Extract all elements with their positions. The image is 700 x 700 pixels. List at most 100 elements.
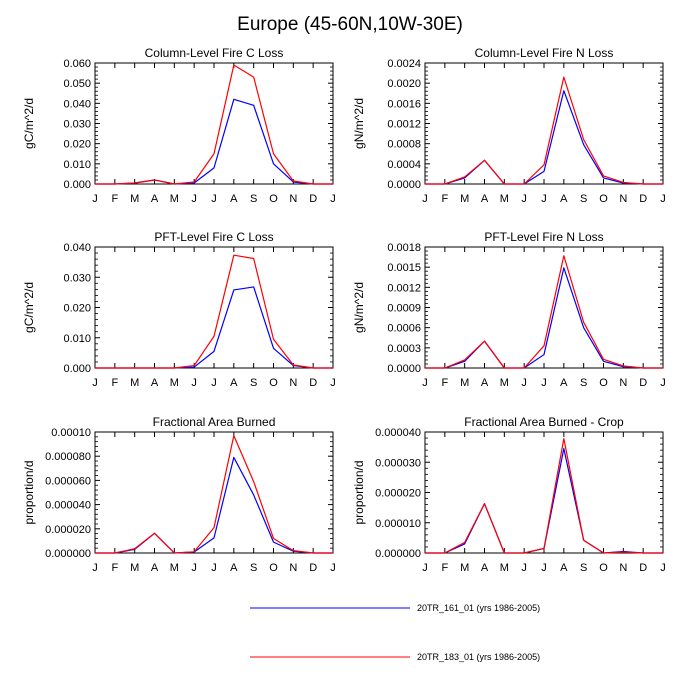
x-tick-label: D xyxy=(309,562,317,574)
y-tick-label: 0.0008 xyxy=(387,139,421,151)
x-tick-label: M xyxy=(130,562,139,574)
x-tick-label: M xyxy=(170,562,179,574)
y-tick-label: 0.000000 xyxy=(45,548,91,560)
y-axis-label: gN/m^2/d xyxy=(352,98,366,149)
plot-frame xyxy=(424,246,664,369)
y-axis-label: proportion/d xyxy=(352,460,366,524)
panel-2: Column-Level Fire N Loss gN/m^2/d 0.0000 0.… xyxy=(352,46,666,205)
series-line-1 xyxy=(95,98,333,185)
y-tick-label: 0.0015 xyxy=(387,262,421,274)
x-tick-label: O xyxy=(599,377,608,389)
y-tick-label: 0.0000 xyxy=(387,179,421,191)
y-tick-label: 0.0016 xyxy=(387,98,421,110)
x-tick-label: J xyxy=(211,562,217,574)
panel-5: Fractional Area Burned proportion/d 0.0000… xyxy=(22,415,336,574)
y-tick-label: 0.000 xyxy=(63,363,91,375)
y-tick-label: 0.0012 xyxy=(387,282,421,294)
y-tick-label: 0.000000 xyxy=(375,548,421,560)
y-tick-label: 0.0003 xyxy=(387,343,421,355)
x-tick-label: M xyxy=(460,193,469,205)
y-tick-label: 0.000 xyxy=(63,179,91,191)
x-tick-label: M xyxy=(500,562,509,574)
plot-frame xyxy=(424,62,664,185)
x-tick-label: J xyxy=(521,377,527,389)
x-tick-label: J xyxy=(191,377,197,389)
series-line-2 xyxy=(95,64,333,185)
y-tick-label: 0.0009 xyxy=(387,303,421,315)
x-tick-label: O xyxy=(599,193,608,205)
x-tick-label: J xyxy=(660,377,666,389)
y-tick-label: 0.000040 xyxy=(45,500,91,512)
series-line-2 xyxy=(425,76,663,185)
y-tick-label: 0.000020 xyxy=(375,488,421,500)
x-tick-label: A xyxy=(481,562,489,574)
x-tick-label: J xyxy=(521,562,527,574)
x-tick-label: A xyxy=(151,562,159,574)
x-tick-label: J xyxy=(422,193,428,205)
series-line-1 xyxy=(95,456,333,554)
panel-title: Fractional Area Burned xyxy=(153,415,276,429)
x-tick-label: N xyxy=(289,377,297,389)
y-tick-label: 0.0012 xyxy=(387,119,421,131)
panel-3: PFT-Level Fire C Loss gC/m^2/d 0.000 0.010 0… xyxy=(22,230,336,389)
y-tick-label: 0.010 xyxy=(63,333,91,345)
y-tick-label: 0.020 xyxy=(63,139,91,151)
y-tick-label: 0.060 xyxy=(63,58,91,70)
x-tick-label: J xyxy=(191,193,197,205)
x-tick-label: J xyxy=(660,193,666,205)
series-line-2 xyxy=(95,435,333,554)
y-axis-label: gN/m^2/d xyxy=(352,282,366,333)
x-tick-label: J xyxy=(330,562,336,574)
x-tick-label: F xyxy=(111,562,118,574)
y-tick-label: 0.050 xyxy=(63,78,91,90)
legend: 20TR_161_01 (yrs 1986-2005) 20TR_183_01 (… xyxy=(250,603,540,662)
panel-6: Fractional Area Burned - Crop proportion/… xyxy=(352,415,666,574)
x-tick-label: D xyxy=(639,193,647,205)
x-tick-label: N xyxy=(619,377,627,389)
panel-4: PFT-Level Fire N Loss gN/m^2/d 0.0000 0.000… xyxy=(352,230,666,389)
y-tick-label: 0.000040 xyxy=(375,427,421,439)
x-tick-label: A xyxy=(230,193,238,205)
x-tick-label: A xyxy=(230,377,238,389)
x-tick-label: J xyxy=(541,377,547,389)
x-tick-label: J xyxy=(660,562,666,574)
x-tick-label: J xyxy=(211,193,217,205)
x-tick-label: O xyxy=(269,562,278,574)
x-tick-label: J xyxy=(92,193,98,205)
x-tick-label: S xyxy=(580,377,587,389)
y-tick-label: 0.0000 xyxy=(387,363,421,375)
x-tick-label: S xyxy=(250,193,257,205)
x-tick-label: A xyxy=(481,377,489,389)
x-tick-label: F xyxy=(441,377,448,389)
panel-grid: Column-Level Fire C Loss gC/m^2/d 0.000 0.0… xyxy=(22,46,666,574)
y-tick-label: 0.040 xyxy=(63,242,91,254)
x-tick-label: M xyxy=(500,377,509,389)
x-tick-label: J xyxy=(422,562,428,574)
x-tick-label: J xyxy=(191,562,197,574)
y-tick-label: 0.00010 xyxy=(51,427,91,439)
x-tick-label: J xyxy=(422,377,428,389)
x-tick-label: D xyxy=(639,562,647,574)
panel-title: Fractional Area Burned - Crop xyxy=(464,415,624,429)
panel-title: Column-Level Fire N Loss xyxy=(475,46,614,60)
plot-frame xyxy=(424,431,664,554)
x-tick-label: J xyxy=(211,377,217,389)
y-tick-label: 0.020 xyxy=(63,303,91,315)
panel-title: PFT-Level Fire N Loss xyxy=(484,230,603,244)
y-tick-label: 0.030 xyxy=(63,272,91,284)
y-axis-label: proportion/d xyxy=(22,460,36,524)
panel-1: Column-Level Fire C Loss gC/m^2/d 0.000 0.0… xyxy=(22,46,336,205)
x-tick-label: M xyxy=(170,377,179,389)
x-tick-label: M xyxy=(130,377,139,389)
x-tick-label: D xyxy=(309,377,317,389)
y-tick-label: 0.0020 xyxy=(387,78,421,90)
y-tick-label: 0.010 xyxy=(63,159,91,171)
x-tick-label: F xyxy=(111,377,118,389)
x-tick-label: A xyxy=(151,193,159,205)
x-tick-label: S xyxy=(250,377,257,389)
y-tick-label: 0.000060 xyxy=(45,475,91,487)
x-tick-label: N xyxy=(289,562,297,574)
x-tick-label: J xyxy=(541,193,547,205)
y-axis-label: gC/m^2/d xyxy=(22,98,36,149)
